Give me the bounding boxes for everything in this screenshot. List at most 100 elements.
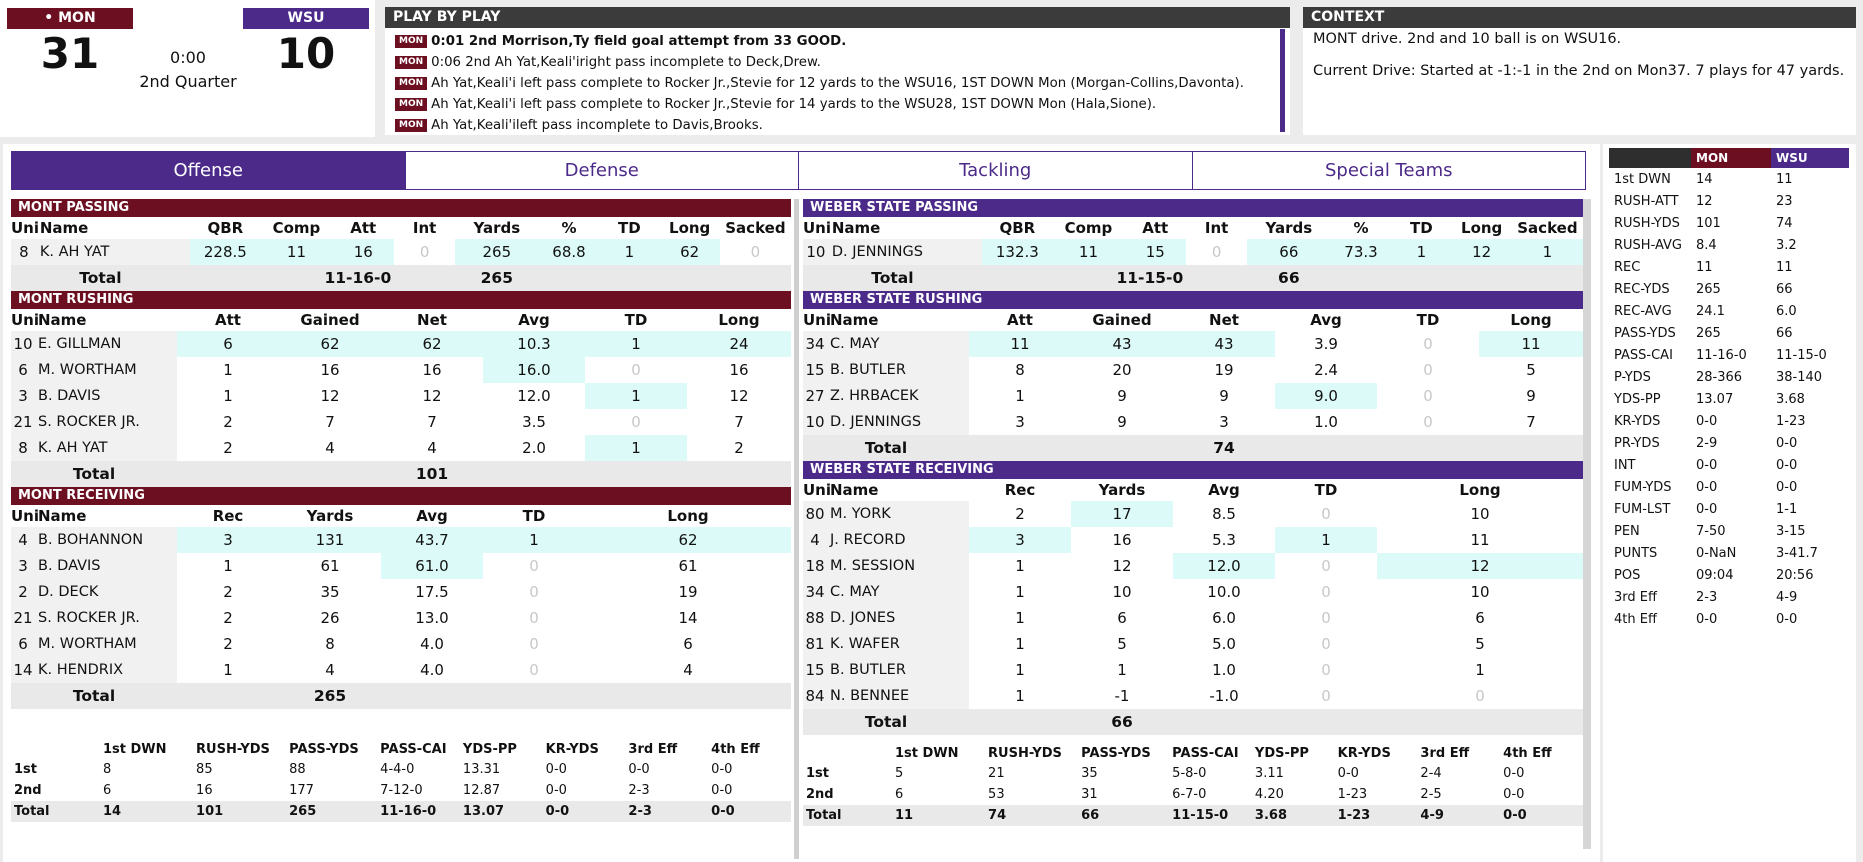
uni-cell: 4 bbox=[11, 527, 35, 553]
stat-cell: 5.3 bbox=[1212, 531, 1236, 549]
stat-cell: 24 bbox=[687, 331, 791, 357]
stat-value: 0-0 bbox=[1696, 611, 1718, 627]
stat-cell: 2 bbox=[223, 583, 233, 601]
stat-cell: 131 bbox=[279, 527, 381, 553]
play-list-scrollbar[interactable] bbox=[1280, 29, 1285, 132]
away-team-label: WSU bbox=[243, 8, 369, 29]
stat-label: RUSH-YDS bbox=[1614, 215, 1680, 231]
stat-cell: 0 bbox=[1423, 335, 1433, 353]
play-text: 0:01 2nd Morrison,Ty field goal attempt … bbox=[431, 34, 847, 49]
stat-cell: 1 bbox=[585, 435, 687, 461]
player-name: D. JONES bbox=[827, 605, 969, 631]
stat-cell: 74 bbox=[985, 805, 1079, 826]
uni-cell: 10 bbox=[11, 331, 35, 357]
mont-receiving-table: Uni Name Rec Yards Avg TD Long 4 B. BOHANNON 3 131… bbox=[11, 505, 791, 709]
stats-scrollbar[interactable] bbox=[1583, 199, 1591, 849]
column-header: Name bbox=[38, 507, 87, 525]
stat-cell: 19 bbox=[1214, 361, 1234, 379]
stat-cell: 0 bbox=[631, 361, 641, 379]
column-header: % bbox=[1353, 219, 1369, 237]
stat-cell: 4 bbox=[683, 661, 693, 679]
column-header: 4th Eff bbox=[1503, 745, 1552, 761]
stat-cell: 12.87 bbox=[462, 783, 501, 798]
stat-cell: 1 bbox=[1117, 661, 1127, 679]
column-header: Yards bbox=[473, 219, 521, 237]
total-cai: 11-16-0 bbox=[260, 265, 455, 291]
player-row: 81 K. WAFER 1 5 5.0 0 5 bbox=[803, 631, 1583, 657]
team-stat-row: PASS-CAI 11-16-0 11-15-0 bbox=[1609, 344, 1849, 366]
total-empty bbox=[483, 683, 585, 709]
team-stat-row: YDS-PP 13.07 3.68 bbox=[1609, 388, 1849, 410]
quarter-row: Total 11 74 66 11-15-0 3.68 1-23 4-9 0-0 bbox=[803, 805, 1583, 826]
stat-cell: 3 bbox=[177, 527, 279, 553]
stat-cell: 2-5 bbox=[1420, 787, 1442, 802]
uni-cell: 6 bbox=[11, 357, 35, 383]
total-label: Total bbox=[11, 683, 177, 709]
player-name: D. JENNINGS bbox=[827, 409, 969, 435]
stat-value: 3.2 bbox=[1776, 237, 1797, 253]
team-badge: MON bbox=[395, 34, 428, 48]
column-header: Avg bbox=[518, 311, 550, 329]
stat-cell: 2.4 bbox=[1314, 361, 1338, 379]
stat-cell: 0 bbox=[1321, 635, 1331, 653]
uni-cell: 3 bbox=[11, 383, 35, 409]
stat-cell: 1 bbox=[223, 361, 233, 379]
stat-label: 4th Eff bbox=[1614, 611, 1657, 627]
stat-value: 24.1 bbox=[1696, 303, 1725, 319]
column-header: Long bbox=[1461, 219, 1503, 237]
quarter-label: Total bbox=[803, 805, 892, 826]
stat-value: 11 bbox=[1776, 171, 1793, 187]
stat-cell: 3.5 bbox=[522, 413, 546, 431]
uni-cell: 84 bbox=[803, 683, 827, 709]
play-list[interactable]: MON 0:01 2nd Morrison,Ty field goal attem… bbox=[395, 31, 1275, 135]
tab-defense[interactable]: Defense bbox=[406, 152, 799, 189]
quarter-row: 2nd 6 53 31 6-7-0 4.20 1-23 2-5 0-0 bbox=[803, 784, 1583, 805]
column-header: Net bbox=[417, 311, 447, 329]
stat-cell: 16 bbox=[729, 361, 749, 379]
stat-cell: 11-16-0 bbox=[377, 801, 460, 822]
stat-cell: 0-0 bbox=[1503, 787, 1525, 802]
player-name: K. HENDRIX bbox=[35, 657, 177, 683]
tab-offense[interactable]: Offense bbox=[12, 152, 406, 189]
total-empty bbox=[1173, 709, 1275, 735]
quarter-label: 1st bbox=[806, 766, 829, 781]
game-period: 2nd Quarter bbox=[139, 72, 237, 91]
player-row: 10 E. GILLMAN 6 62 62 10.3 1 24 bbox=[11, 331, 791, 357]
stat-value: 38-140 bbox=[1776, 369, 1823, 385]
team-badge: MON bbox=[395, 118, 428, 132]
mont-passing-table: Uni Name QBR Comp Att Int Yards% TD Long Sacked 8 K… bbox=[11, 217, 791, 291]
stat-value: 0-0 bbox=[1776, 457, 1798, 473]
stat-cell: 1 bbox=[599, 239, 660, 265]
column-header: Long bbox=[667, 507, 709, 525]
stat-cell: 0-0 bbox=[1503, 766, 1525, 781]
tab-special-teams[interactable]: Special Teams bbox=[1324, 160, 1453, 181]
box-score-main: Offense Defense Tackling Special Teams M… bbox=[3, 144, 1600, 862]
stat-cell: -1.0 bbox=[1209, 687, 1239, 705]
stat-cell: 61 bbox=[320, 557, 340, 575]
stat-label: FUM-LST bbox=[1614, 501, 1671, 517]
stat-cell: 4.0 bbox=[420, 661, 444, 679]
column-header: TD bbox=[1416, 311, 1440, 329]
uni-cell: 8 bbox=[11, 435, 35, 461]
stat-label: REC bbox=[1614, 259, 1641, 275]
stat-cell: 14 bbox=[99, 801, 194, 822]
stat-cell: 4-9 bbox=[1417, 805, 1501, 826]
stat-cell: 11 bbox=[969, 331, 1071, 357]
stat-cell: 6 bbox=[102, 783, 112, 798]
column-header: Att bbox=[1007, 311, 1033, 329]
stat-label: REC-YDS bbox=[1614, 281, 1670, 297]
wsu-rushing-header: WEBER STATE RUSHING bbox=[803, 291, 1583, 309]
stat-cell: 6 bbox=[894, 787, 904, 802]
tab-tackling[interactable]: Tackling bbox=[799, 152, 1193, 189]
column-header: Yards bbox=[306, 507, 354, 525]
column-header: Sacked bbox=[725, 219, 786, 237]
stat-cell: 265 bbox=[286, 801, 378, 822]
stat-cell: 4-4-0 bbox=[380, 762, 415, 777]
stat-cell: 5 bbox=[1526, 361, 1536, 379]
total-empty bbox=[1377, 709, 1583, 735]
stat-cell: 1 bbox=[483, 527, 585, 553]
column-header: YDS-PP bbox=[1254, 745, 1309, 761]
stat-cell: 2 bbox=[223, 635, 233, 653]
stat-cell: 11 bbox=[260, 239, 332, 265]
team-stat-row: P-YDS 28-366 38-140 bbox=[1609, 366, 1849, 388]
